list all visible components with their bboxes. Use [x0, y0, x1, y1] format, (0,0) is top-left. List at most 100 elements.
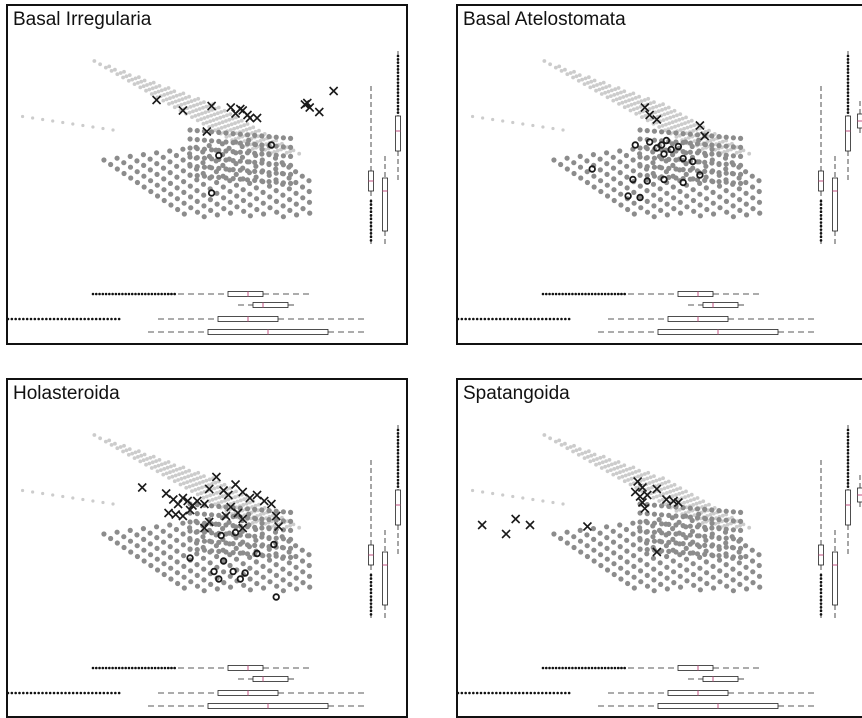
boxplot-outlier — [507, 692, 510, 695]
morphospace-point — [214, 481, 218, 485]
boxplot-outlier — [601, 293, 604, 296]
boxplot-outlier — [397, 55, 400, 58]
morphospace-point — [259, 133, 264, 138]
morphospace-point — [673, 531, 678, 536]
boxplot-outlier — [604, 293, 607, 296]
morphospace-point — [631, 97, 635, 101]
morphospace-point — [143, 79, 147, 83]
boxplot-outlier — [397, 98, 400, 101]
morphospace-point — [756, 552, 761, 557]
morphospace-point — [162, 93, 166, 97]
boxplot-outlier — [14, 318, 17, 321]
morphospace-point — [709, 516, 714, 521]
morphospace-point — [724, 153, 729, 158]
boxplot-outlier — [480, 692, 483, 695]
morphospace-point — [671, 580, 676, 585]
boxplot-outlier — [95, 318, 98, 321]
morphospace-point — [209, 512, 214, 517]
morphospace-point — [592, 84, 596, 88]
morphospace-point — [597, 88, 601, 92]
morphospace-point — [673, 125, 677, 129]
morphospace-point — [744, 586, 749, 591]
boxplot-outlier — [495, 318, 498, 321]
morphospace-point — [591, 526, 596, 531]
morphospace-point — [750, 558, 755, 563]
morphospace-point — [209, 503, 214, 508]
morphospace-point — [471, 115, 474, 118]
morphospace-point — [584, 77, 588, 81]
morphospace-point — [674, 493, 678, 497]
morphospace-point — [681, 167, 686, 172]
morphospace-point — [254, 196, 259, 201]
morphospace-point — [168, 470, 172, 474]
morphospace-point — [598, 178, 603, 183]
boxplot-outlier — [847, 469, 850, 472]
morphospace-point — [266, 152, 271, 157]
boxplot-outlier — [160, 293, 163, 296]
morphospace-point — [142, 184, 147, 189]
morphospace-point — [670, 126, 674, 130]
boxplot-outlier — [565, 667, 568, 670]
morphospace-point — [731, 203, 736, 208]
morphospace-point — [195, 128, 200, 133]
morphospace-point — [738, 150, 742, 154]
morphospace-point — [195, 538, 200, 543]
boxplot-outlier — [518, 692, 521, 695]
morphospace-point — [716, 535, 721, 540]
morphospace-point — [565, 540, 570, 545]
morphospace-point — [294, 586, 299, 591]
morphospace-point — [167, 148, 172, 153]
morphospace-point — [281, 171, 286, 176]
morphospace-point — [711, 201, 716, 206]
morphospace-point — [629, 109, 633, 113]
morphospace-point — [709, 160, 714, 165]
morphospace-point — [659, 530, 664, 535]
morphospace-point — [215, 212, 220, 217]
morphospace-point — [625, 570, 630, 575]
boxplot-outlier — [115, 667, 118, 670]
morphospace-point — [281, 545, 286, 550]
morphospace-point — [630, 521, 635, 526]
boxplot-outlier — [370, 581, 373, 584]
morphospace-point — [721, 140, 725, 144]
morphospace-point — [624, 549, 629, 554]
morphospace-point — [643, 98, 647, 102]
circle-marker — [230, 569, 236, 575]
circle-marker — [233, 530, 239, 536]
boxplot-outlier — [542, 667, 545, 670]
morphospace-point — [201, 577, 206, 582]
morphospace-point — [578, 175, 583, 180]
morphospace-point — [222, 115, 226, 119]
morphospace-point — [285, 151, 289, 155]
marginal-boxplots — [458, 51, 862, 335]
morphospace-point — [165, 98, 169, 102]
morphospace-point — [181, 471, 185, 475]
morphospace-point — [266, 553, 271, 558]
morphospace-point — [167, 476, 171, 480]
boxplot-outlier — [370, 606, 373, 609]
morphospace-point — [704, 185, 709, 190]
morphospace-point — [681, 117, 685, 121]
boxplot-box — [703, 303, 738, 308]
boxplot-outlier — [522, 318, 525, 321]
morphospace-point — [209, 530, 214, 535]
morphospace-point — [702, 534, 707, 539]
morphospace-point — [187, 537, 192, 542]
boxplot-outlier — [847, 459, 850, 462]
morphospace-point — [684, 557, 689, 562]
morphospace-point — [731, 180, 736, 185]
morphospace-point — [634, 470, 638, 474]
morphospace-point — [750, 548, 755, 553]
boxplot-outlier — [144, 667, 147, 670]
morphospace-point — [202, 474, 206, 478]
boxplot-outlier — [397, 462, 400, 465]
cross-marker — [227, 104, 235, 112]
boxplot-outlier — [847, 108, 850, 111]
morphospace-point — [280, 567, 285, 572]
boxplot-outlier — [30, 318, 33, 321]
cross-marker — [165, 509, 173, 517]
morphospace-point — [637, 469, 641, 473]
boxplot-outlier — [480, 318, 483, 321]
morphospace-point — [223, 166, 228, 171]
morphospace-point — [184, 470, 188, 474]
